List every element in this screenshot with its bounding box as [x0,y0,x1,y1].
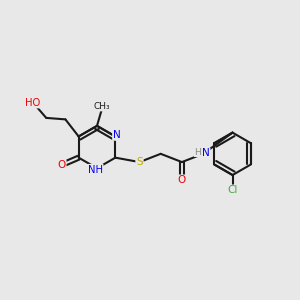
Text: O: O [57,160,66,170]
Text: HO: HO [26,98,40,108]
Text: H: H [194,148,201,157]
Text: S: S [136,157,143,167]
Text: H: H [200,149,206,158]
Text: NH: NH [88,165,103,175]
Text: CH₃: CH₃ [94,102,111,111]
Text: Cl: Cl [227,185,238,195]
Text: N: N [113,130,121,140]
Text: O: O [178,175,186,185]
Text: N: N [202,148,210,158]
